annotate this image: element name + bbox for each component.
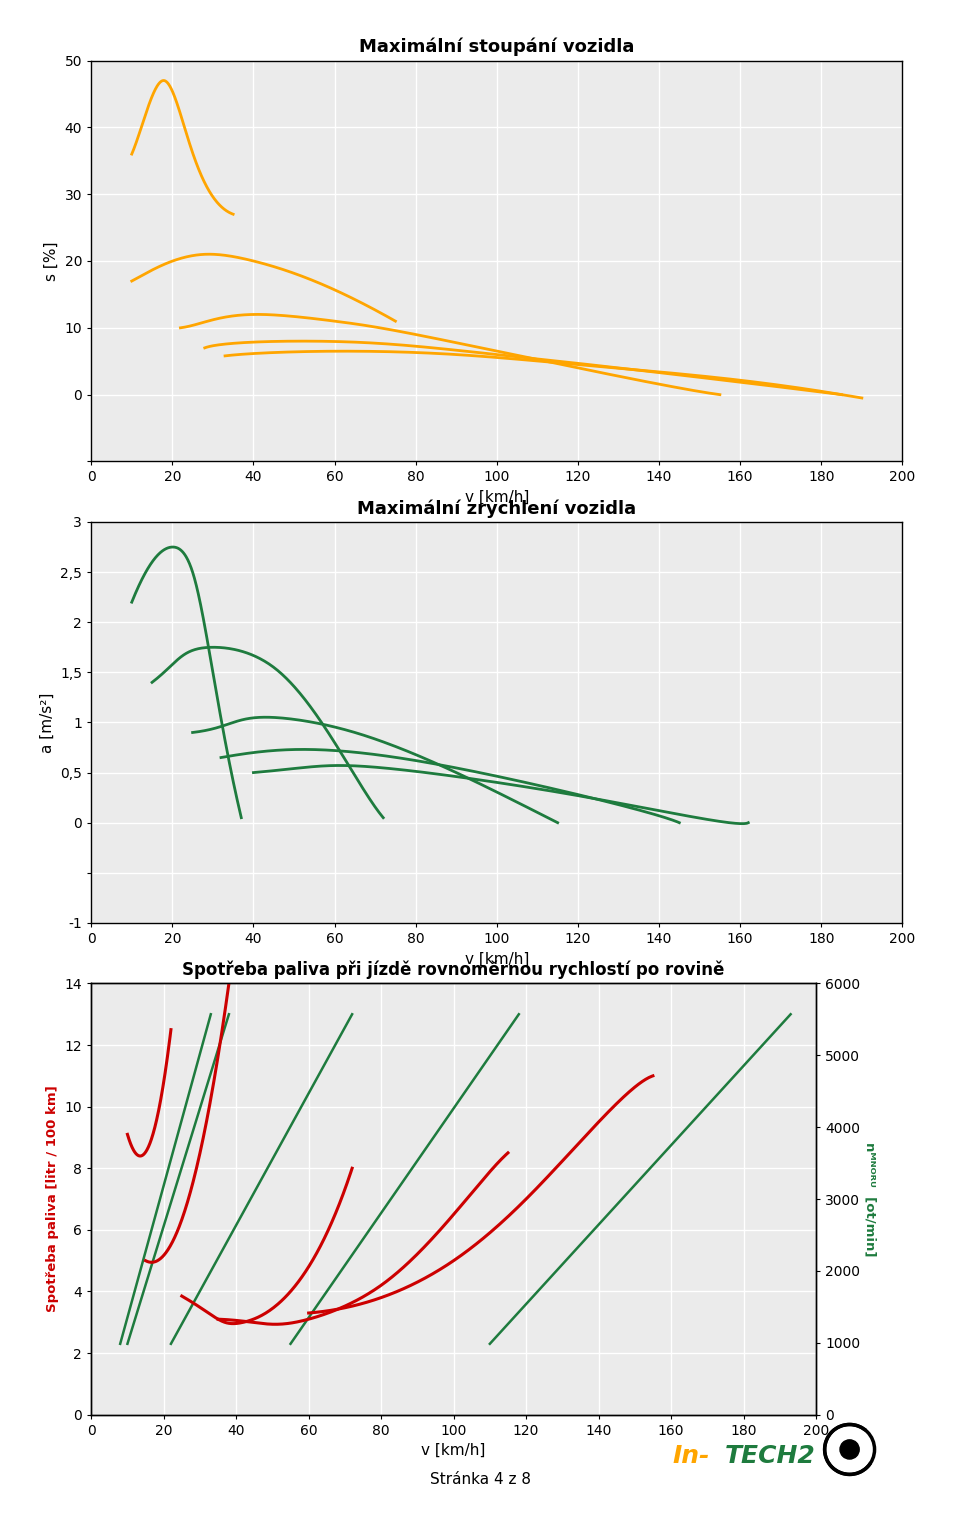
Text: TECH2: TECH2 xyxy=(725,1443,816,1468)
Y-axis label: nᴹᴺᴼᴿᵁ  [ot/min]: nᴹᴺᴼᴿᵁ [ot/min] xyxy=(864,1142,876,1256)
X-axis label: v [km/h]: v [km/h] xyxy=(421,1443,486,1459)
Text: Stránka 4 z 8: Stránka 4 z 8 xyxy=(429,1472,531,1487)
Y-axis label: s [%]: s [%] xyxy=(44,241,59,281)
X-axis label: v [km/h]: v [km/h] xyxy=(465,952,529,967)
Text: In-: In- xyxy=(672,1443,709,1468)
Y-axis label: Spotřeba paliva [litr / 100 km]: Spotřeba paliva [litr / 100 km] xyxy=(46,1086,59,1312)
Title: Spotřeba paliva při jízdě rovnoměrnou rychlostí po rovině: Spotřeba paliva při jízdě rovnoměrnou ry… xyxy=(182,961,725,979)
Title: Maximální zrychlení vozidla: Maximální zrychlení vozidla xyxy=(357,499,636,517)
Y-axis label: a [m/s²]: a [m/s²] xyxy=(39,693,55,752)
Circle shape xyxy=(840,1440,859,1459)
Title: Maximální stoupání vozidla: Maximální stoupání vozidla xyxy=(359,38,635,56)
X-axis label: v [km/h]: v [km/h] xyxy=(465,490,529,505)
